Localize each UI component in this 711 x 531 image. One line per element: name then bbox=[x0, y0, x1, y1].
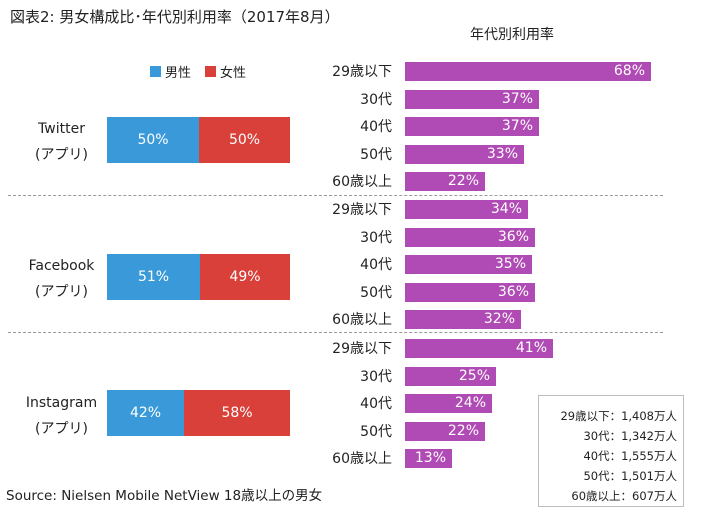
chart-title: 図表2: 男女構成比･年代別利用率（2017年8月） bbox=[10, 8, 340, 26]
age-bar-instagram-60plus: 13% bbox=[405, 449, 452, 468]
age-label-under29: 29歳以下 bbox=[332, 341, 392, 357]
age-label-40s: 40代 bbox=[360, 257, 392, 273]
age-bar-facebook-60plus: 32% bbox=[405, 310, 521, 329]
base-line-under29: 29歳以下：1,408万人 bbox=[560, 409, 677, 423]
gender-bar-male-segment: 50% bbox=[107, 117, 199, 163]
age-label-50s: 50代 bbox=[360, 424, 392, 440]
age-label-30s: 30代 bbox=[360, 369, 392, 385]
age-bar-twitter-30s: 37% bbox=[405, 90, 539, 109]
legend-label-male: 男性 bbox=[165, 66, 192, 81]
age-label-50s: 50代 bbox=[360, 147, 392, 163]
age-bar-twitter-40s: 37% bbox=[405, 117, 539, 136]
source-note: Source: Nielsen Mobile NetView 18歳以上の男女 bbox=[6, 488, 323, 504]
respondent-base-box: 29歳以下：1,408万人 30代：1,342万人 40代：1,555万人 50… bbox=[538, 395, 684, 507]
age-label-40s: 40代 bbox=[360, 396, 392, 412]
gender-bar-female-segment: 50% bbox=[199, 117, 290, 163]
base-line-60plus: 60歳以上：607万人 bbox=[571, 489, 677, 503]
age-label-50s: 50代 bbox=[360, 285, 392, 301]
platform-label-twitter: Twitter (アプリ) bbox=[14, 116, 109, 168]
age-label-30s: 30代 bbox=[360, 92, 392, 108]
gender-bar-twitter: 50% 50% bbox=[107, 117, 290, 163]
platform-name: Facebook bbox=[28, 258, 95, 274]
gender-bar-male-segment: 42% bbox=[107, 390, 184, 436]
age-bar-facebook-50s: 36% bbox=[405, 283, 535, 302]
age-label-60plus: 60歳以上 bbox=[332, 174, 392, 190]
age-bar-twitter-60plus: 22% bbox=[405, 172, 485, 191]
legend-item-female: 女性 bbox=[205, 62, 246, 81]
age-bar-facebook-under29: 34% bbox=[405, 200, 528, 219]
age-bar-facebook-40s: 35% bbox=[405, 255, 532, 274]
platform-sub: (アプリ) bbox=[35, 284, 88, 300]
legend-label-female: 女性 bbox=[220, 66, 247, 81]
base-line-40s: 40代：1,555万人 bbox=[583, 449, 677, 463]
legend-swatch-male bbox=[150, 66, 161, 77]
gender-bar-female-segment: 49% bbox=[200, 254, 290, 300]
age-bar-instagram-30s: 25% bbox=[405, 367, 496, 386]
age-chart-header: 年代別利用率 bbox=[470, 27, 554, 43]
group-separator bbox=[8, 332, 663, 333]
age-label-30s: 30代 bbox=[360, 230, 392, 246]
age-label-under29: 29歳以下 bbox=[332, 202, 392, 218]
platform-sub: (アプリ) bbox=[35, 147, 88, 163]
age-bar-twitter-50s: 33% bbox=[405, 145, 524, 164]
gender-bar-female-segment: 58% bbox=[184, 390, 290, 436]
gender-bar-male-segment: 51% bbox=[107, 254, 200, 300]
age-label-40s: 40代 bbox=[360, 119, 392, 135]
base-line-50s: 50代：1,501万人 bbox=[583, 469, 677, 483]
age-bar-instagram-under29: 41% bbox=[405, 339, 553, 358]
platform-name: Twitter bbox=[38, 121, 85, 137]
age-label-under29: 29歳以下 bbox=[332, 64, 392, 80]
age-bar-instagram-40s: 24% bbox=[405, 394, 492, 413]
age-label-60plus: 60歳以上 bbox=[332, 312, 392, 328]
gender-bar-facebook: 51% 49% bbox=[107, 254, 290, 300]
age-bar-twitter-under29: 68% bbox=[405, 62, 651, 81]
legend-swatch-female bbox=[205, 66, 217, 77]
platform-label-instagram: Instagram (アプリ) bbox=[14, 390, 109, 442]
base-line-30s: 30代：1,342万人 bbox=[583, 429, 677, 443]
legend: 男性 女性 bbox=[150, 62, 246, 81]
age-bar-instagram-50s: 22% bbox=[405, 422, 485, 441]
age-label-60plus: 60歳以上 bbox=[332, 451, 392, 467]
group-separator bbox=[8, 195, 663, 196]
platform-sub: (アプリ) bbox=[35, 421, 88, 437]
age-bar-facebook-30s: 36% bbox=[405, 228, 535, 247]
legend-item-male: 男性 bbox=[150, 62, 191, 81]
gender-bar-instagram: 42% 58% bbox=[107, 390, 290, 436]
platform-label-facebook: Facebook (アプリ) bbox=[14, 253, 109, 305]
platform-name: Instagram bbox=[25, 395, 98, 411]
